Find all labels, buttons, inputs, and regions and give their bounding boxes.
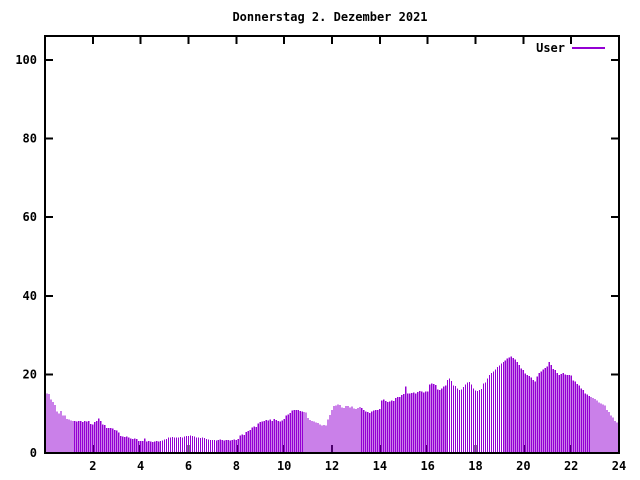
x-tick-label: 18	[468, 459, 482, 473]
x-tick-label: 4	[137, 459, 144, 473]
plot-border	[44, 35, 620, 454]
legend-label-user: User	[536, 41, 565, 55]
y-tick-label: 0	[30, 446, 37, 460]
y-tick-label: 60	[23, 210, 37, 224]
y-tick-label: 100	[15, 53, 37, 67]
x-tick-label: 12	[325, 459, 339, 473]
impulse-bars-series-user	[46, 356, 620, 452]
x-tick-label: 14	[373, 459, 387, 473]
x-tick-label: 2	[89, 459, 96, 473]
x-tick-label: 10	[277, 459, 291, 473]
x-tick-label: 20	[516, 459, 530, 473]
y-tick-label: 20	[23, 367, 37, 381]
x-tick-label: 22	[564, 459, 578, 473]
chart-title: Donnerstag 2. Dezember 2021	[232, 10, 427, 24]
x-tick-label: 16	[420, 459, 434, 473]
legend: User	[536, 41, 605, 55]
x-tick-label: 6	[185, 459, 192, 473]
y-tick-label: 40	[23, 289, 37, 303]
x-tick-label: 24	[612, 459, 626, 473]
y-tick-label: 80	[23, 132, 37, 146]
x-tick-label: 8	[233, 459, 240, 473]
